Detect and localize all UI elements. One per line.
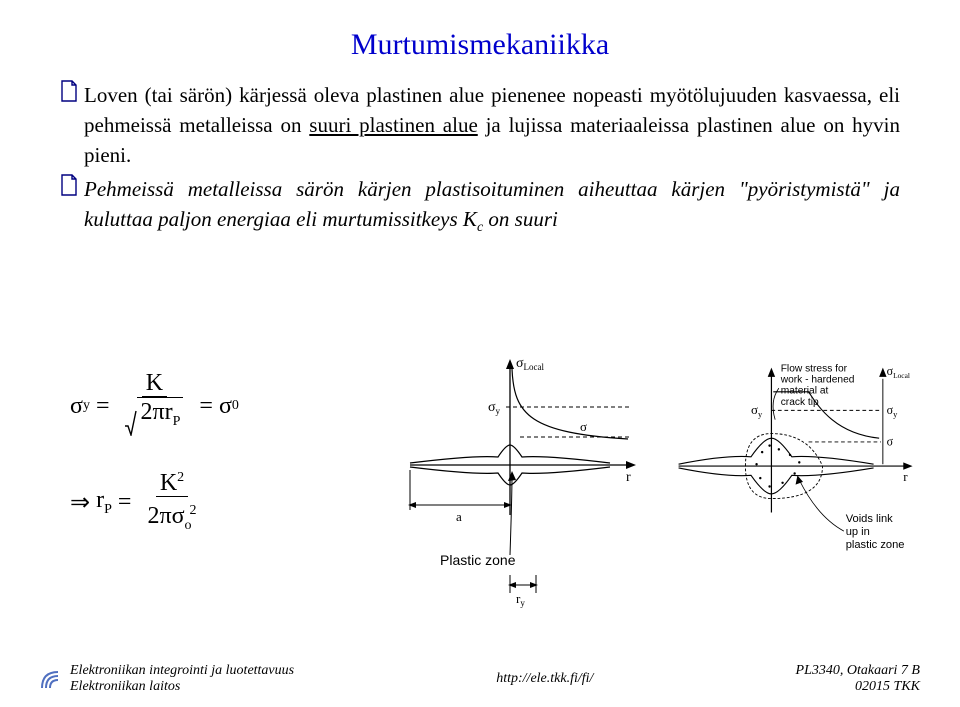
footer-right-2: 02015 TKK — [796, 679, 920, 695]
body-content: Loven (tai särön) kärjessä oleva plastin… — [0, 80, 960, 243]
footer: Elektroniikan integrointi ja luotettavuu… — [0, 663, 960, 695]
denominator-1: 2πrP — [121, 397, 187, 443]
svg-text:material at: material at — [781, 386, 829, 397]
svg-text:σy: σy — [488, 400, 501, 416]
numerator-K: K — [142, 370, 167, 397]
sigma: σ — [172, 503, 185, 529]
equals-3: = — [118, 489, 132, 516]
svg-text:σ: σ — [887, 435, 894, 449]
figure-left: σLocal σy σ r a Plastic zone ry — [380, 345, 640, 615]
bullet-1-text: Loven (tai särön) kärjessä oleva plastin… — [84, 80, 900, 170]
sub-P: P — [104, 502, 112, 517]
svg-text:work - hardened: work - hardened — [780, 375, 855, 386]
fraction-2: K2 2πσo2 — [143, 465, 200, 540]
svg-text:Voids link: Voids link — [846, 513, 893, 525]
numerator-K2: K2 — [156, 465, 188, 497]
pi: π — [152, 399, 164, 425]
footer-right-1: PL3340, Otakaari 7 B — [796, 663, 920, 679]
equals-2: = — [199, 393, 213, 420]
sup-2: 2 — [177, 470, 184, 485]
page-title: Murtumismekaniikka — [0, 0, 960, 80]
svg-text:Flow stress for: Flow stress for — [781, 363, 848, 374]
bullet-2-after: on suuri — [483, 207, 558, 231]
footer-left: Elektroniikan integrointi ja luotettavuu… — [40, 663, 294, 695]
rP-label: rP — [96, 487, 112, 518]
equation-2: ⇒ rP = K2 2πσo2 — [70, 465, 239, 540]
equals: = — [96, 393, 110, 420]
two: 2 — [140, 399, 152, 425]
figures: σLocal σy σ r a Plastic zone ry — [380, 345, 920, 615]
logo-icon — [40, 668, 62, 690]
two: 2 — [147, 503, 159, 529]
svg-text:r: r — [626, 470, 631, 485]
sub-o: o — [185, 518, 192, 533]
bullet-marker-icon — [60, 80, 84, 170]
bullet-2: Pehmeissä metalleissa särön kärjen plast… — [60, 174, 900, 243]
svg-text:Plastic zone: Plastic zone — [440, 552, 516, 568]
sub-P: P — [173, 414, 181, 429]
svg-text:σ: σ — [580, 419, 587, 434]
figure-right: Flow stress for work - hardened material… — [660, 345, 920, 615]
bullet-1-underlined: suuri plastinen alue — [309, 113, 477, 137]
svg-text:a: a — [456, 509, 462, 524]
sup-2: 2 — [190, 503, 197, 518]
svg-text:σLocal: σLocal — [887, 364, 910, 380]
sigma: σ — [70, 393, 83, 420]
r: r — [96, 487, 104, 513]
r: r — [165, 399, 173, 425]
sub-y: y — [83, 398, 90, 414]
pi: π — [159, 503, 171, 529]
bullet-1: Loven (tai särön) kärjessä oleva plastin… — [60, 80, 900, 170]
svg-text:r: r — [903, 469, 908, 484]
svg-text:plastic zone: plastic zone — [846, 539, 905, 551]
arrow-icon: ⇒ — [70, 488, 90, 517]
svg-text:σLocal: σLocal — [516, 356, 545, 372]
svg-text:ry: ry — [516, 591, 525, 608]
denominator-2: 2πσo2 — [143, 497, 200, 540]
footer-left-2: Elektroniikan laitos — [70, 679, 294, 695]
sigma-2: σ — [219, 393, 232, 420]
bullet-2-text: Pehmeissä metalleissa särön kärjen plast… — [84, 174, 900, 243]
bullet-marker-icon — [60, 174, 84, 243]
fraction-1: K 2πrP — [121, 370, 187, 443]
svg-text:up in: up in — [846, 526, 870, 538]
footer-mid: http://ele.tkk.fi/fi/ — [294, 671, 795, 687]
svg-text:σy: σy — [887, 403, 899, 419]
equations-block: σy = K 2πrP = σ0 ⇒ rP = K2 — [70, 370, 239, 562]
svg-text:σy: σy — [751, 402, 763, 419]
K: K — [160, 470, 177, 496]
equation-1: σy = K 2πrP = σ0 — [70, 370, 239, 443]
footer-left-1: Elektroniikan integrointi ja luotettavuu… — [70, 663, 294, 679]
footer-right: PL3340, Otakaari 7 B 02015 TKK — [796, 663, 920, 695]
sub-0: 0 — [232, 398, 239, 414]
